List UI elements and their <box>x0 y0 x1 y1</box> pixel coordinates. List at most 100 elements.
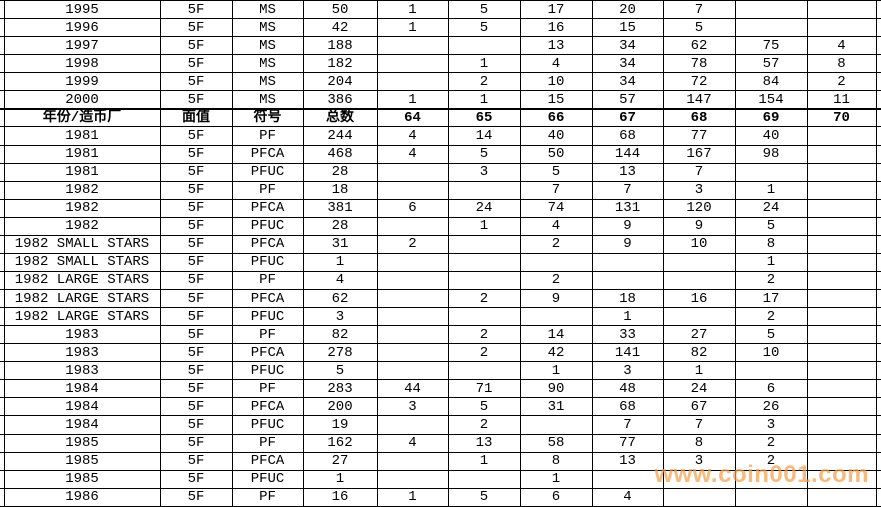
table-cell: 5 <box>447 487 521 507</box>
table-row: 1985 5F PFUC 1 1 <box>0 469 881 489</box>
table-row: 1982 5F PFCA 381 6 24 74 131 120 24 <box>0 198 881 218</box>
table-cell: 1999 <box>3 72 161 92</box>
table-cell <box>591 469 664 489</box>
table-cell: 8 <box>806 54 877 74</box>
table-cell <box>662 270 736 291</box>
table-cell: 62 <box>302 288 378 309</box>
table-cell: PF <box>231 270 304 291</box>
table-cell: 154 <box>734 90 808 110</box>
right-gutter-cell <box>875 361 881 381</box>
table-cell: 28 <box>302 216 378 236</box>
table-cell: 4 <box>376 144 449 164</box>
right-gutter-cell <box>875 180 881 200</box>
table-cell: 1 <box>302 469 378 489</box>
table-cell: 5F <box>159 36 233 56</box>
table-cell: 9 <box>519 288 593 309</box>
table-cell: 4 <box>519 54 593 74</box>
table-cell: 5F <box>159 18 233 38</box>
header-cell: 年份/造币厂 <box>3 107 161 128</box>
table-cell: 19 <box>302 415 378 435</box>
table-cell: 42 <box>519 343 593 363</box>
table-cell <box>519 415 593 435</box>
table-cell: 78 <box>662 54 736 74</box>
table-cell: 2000 <box>3 90 161 110</box>
table-cell: 5F <box>159 54 233 74</box>
table-row: 1986 5F PF 16 1 5 6 4 <box>0 487 881 507</box>
table-cell <box>806 18 877 38</box>
table-cell: 10 <box>734 343 808 363</box>
table-cell: 5 <box>519 162 593 182</box>
table-cell: 2 <box>447 343 521 363</box>
table-cell <box>806 343 877 363</box>
table-cell: 1 <box>447 216 521 236</box>
table-cell: PFUC <box>231 252 304 272</box>
table-cell: PFCA <box>231 397 304 417</box>
table-cell <box>734 487 808 507</box>
table-cell: 162 <box>302 433 378 453</box>
table-cell: 381 <box>302 198 378 218</box>
right-gutter-cell <box>875 36 881 56</box>
table-cell <box>376 216 449 236</box>
table-cell: 13 <box>591 451 664 471</box>
table-cell <box>376 162 449 182</box>
table-cell: 34 <box>591 54 664 74</box>
table-cell: 16 <box>519 18 593 38</box>
table-cell: 4 <box>806 36 877 56</box>
table-cell: 20 <box>591 0 664 20</box>
table-cell: 5F <box>159 252 233 272</box>
table-cell: 4 <box>302 270 378 291</box>
table-cell: 1 <box>376 0 449 20</box>
right-gutter-cell <box>875 252 881 272</box>
table-cell: 26 <box>734 397 808 417</box>
table-cell <box>806 469 877 489</box>
table-cell <box>806 379 877 399</box>
table-cell: 33 <box>591 325 664 345</box>
table-row: 1982 SMALL STARS 5F PFUC 1 1 <box>0 252 881 272</box>
table-row: 2000 5F MS 386 1 1 15 57 147 154 11 <box>0 90 881 110</box>
table-cell <box>376 415 449 435</box>
table-cell <box>376 469 449 489</box>
table-cell: 5 <box>447 397 521 417</box>
table-cell <box>806 433 877 453</box>
table-cell: 244 <box>302 126 378 146</box>
table-cell <box>806 415 877 435</box>
table-cell: 6 <box>376 198 449 218</box>
table-cell: 90 <box>519 379 593 399</box>
table-cell: 131 <box>591 198 664 218</box>
table-cell: 7 <box>662 415 736 435</box>
table-cell: 1 <box>591 307 664 327</box>
table-cell: 1998 <box>3 54 161 74</box>
table-cell: 40 <box>734 126 808 146</box>
table-cell <box>376 180 449 200</box>
table-row: 1999 5F MS 204 2 10 34 72 84 2 <box>0 72 881 92</box>
table-cell: 5 <box>302 361 378 381</box>
table-cell: 2 <box>519 234 593 254</box>
table-cell: 283 <box>302 379 378 399</box>
table-cell: 1982 LARGE STARS <box>3 270 161 291</box>
header-cell: 70 <box>806 107 877 128</box>
table-cell: 57 <box>734 54 808 74</box>
table-cell: 71 <box>447 379 521 399</box>
table-cell <box>519 307 593 327</box>
right-gutter-cell <box>875 18 881 38</box>
table-cell: 34 <box>591 72 664 92</box>
table-row: 1983 5F PFCA 278 2 42 141 82 10 <box>0 343 881 363</box>
table-cell: 1981 <box>3 126 161 146</box>
table-cell: 1995 <box>3 0 161 20</box>
table-cell: 2 <box>734 451 808 471</box>
header-cell: 符号 <box>231 107 304 128</box>
table-cell: 1997 <box>3 36 161 56</box>
table-cell <box>806 216 877 236</box>
table-cell: PFCA <box>231 198 304 218</box>
table-cell <box>806 451 877 471</box>
table-cell: PFCA <box>231 234 304 254</box>
table-cell: PFUC <box>231 162 304 182</box>
table-cell <box>447 36 521 56</box>
table-row: 1982 LARGE STARS 5F PF 4 2 2 <box>0 270 881 291</box>
table-cell: PF <box>231 180 304 200</box>
table-cell: 1 <box>376 90 449 110</box>
table-row: 1996 5F MS 42 1 5 16 15 5 <box>0 18 881 38</box>
header-cell: 68 <box>662 107 736 128</box>
right-gutter-cell <box>875 126 881 146</box>
table-cell: 2 <box>376 234 449 254</box>
